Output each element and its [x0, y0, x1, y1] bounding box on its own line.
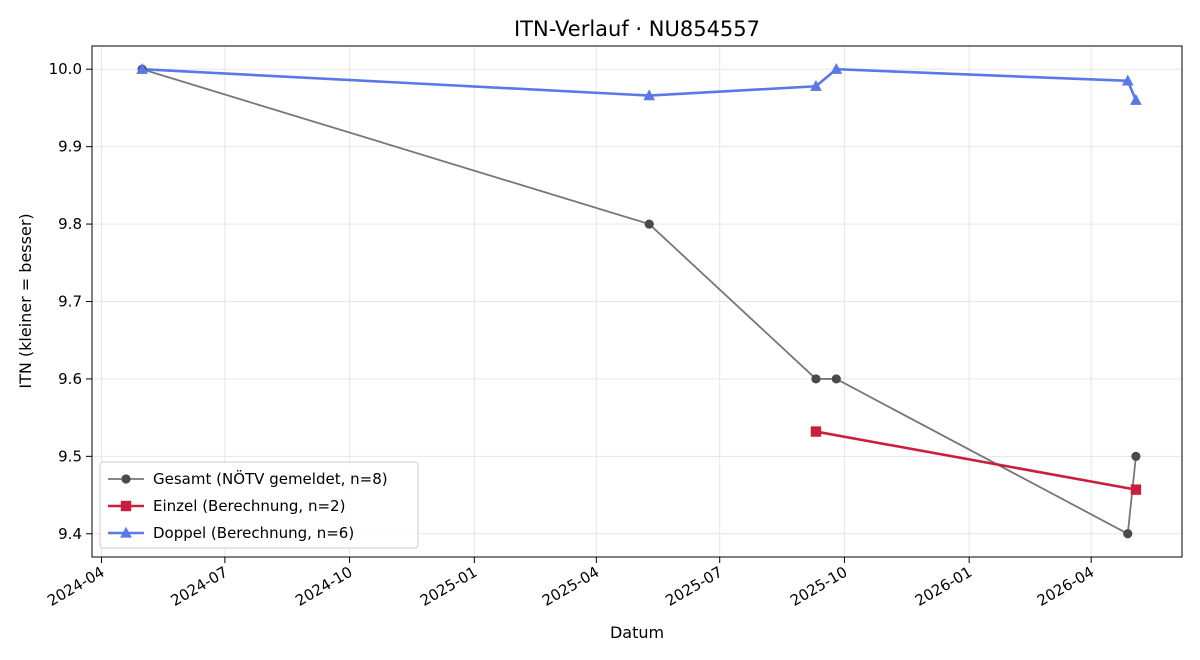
series-markers: [136, 63, 1142, 539]
legend-entry: Gesamt (NÖTV gemeldet, n=8): [153, 469, 388, 488]
legend-marker-square: [120, 500, 132, 512]
legend-marker-triangle: [120, 526, 132, 538]
y-tick-label: 9.4: [58, 525, 82, 543]
series-line: [814, 430, 1138, 491]
data-point-circle: [1131, 451, 1141, 461]
data-point-circle: [644, 219, 654, 229]
y-tick-label: 9.8: [58, 215, 82, 233]
series-line: [141, 68, 1137, 535]
y-tick-label: 10.0: [49, 60, 82, 78]
data-point-triangle: [810, 80, 822, 91]
chart-title: ITN-Verlauf · NU854557: [514, 17, 760, 41]
data-point-triangle: [1130, 93, 1142, 105]
legend-marker-circle: [121, 474, 131, 484]
data-point-triangle: [1121, 74, 1134, 86]
data-point-triangle: [643, 89, 656, 101]
data-point-square: [1130, 484, 1142, 495]
y-tick-label: 9.7: [58, 293, 82, 311]
y-tick-label: 9.5: [58, 447, 82, 465]
data-point-triangle: [136, 63, 149, 74]
data-point-circle: [1123, 529, 1133, 539]
data-point-circle: [811, 374, 821, 384]
legend-entry: Einzel (Berechnung, n=2): [153, 497, 345, 515]
data-point-circle: [831, 374, 841, 384]
legend-box: [99, 461, 419, 549]
data-point-triangle: [830, 63, 843, 74]
x-axis-label: Datum: [610, 623, 664, 642]
y-tick-label: 9.9: [58, 138, 82, 156]
legend: Gesamt (NÖTV gemeldet, n=8) Einzel (Berec…: [99, 461, 419, 549]
y-tick-label: 9.6: [58, 370, 82, 388]
data-point-square: [810, 426, 822, 437]
y-axis: 9.4 9.5 9.6 9.7 9.8 9.9 10.0: [49, 60, 92, 543]
legend-entry: Doppel (Berechnung, n=6): [153, 524, 354, 542]
grid: [92, 46, 1182, 557]
y-axis-label: ITN (kleiner = besser): [16, 213, 35, 388]
